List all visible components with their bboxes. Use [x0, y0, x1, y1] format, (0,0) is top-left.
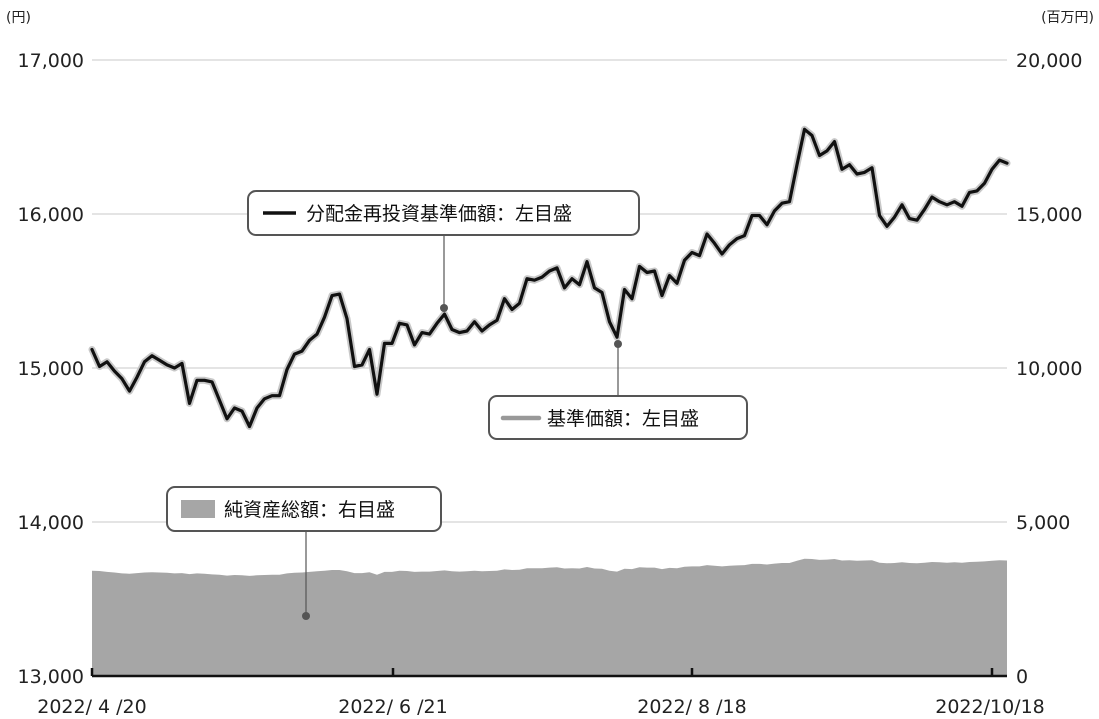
gridlines: [92, 59, 1007, 523]
legend-callout-nav: 基準価額：左目盛: [488, 340, 748, 440]
legend-label: 純資産総額：右目盛: [224, 499, 395, 521]
x-tick-label: 2022/10/18: [935, 696, 1045, 718]
legend-callout-net-assets: 純資産総額：右目盛: [166, 486, 442, 620]
callout-dot: [440, 304, 448, 312]
legend-callout-reinvested: 分配金再投資基準価額：左目盛: [247, 190, 640, 312]
left-axis-unit: (円): [6, 10, 31, 26]
left-axis: 13,000 14,000 15,000 16,000 17,000: [18, 50, 84, 688]
callout-box: [488, 395, 748, 440]
legend-label: 分配金再投資基準価額：左目盛: [306, 203, 572, 225]
callout-dot: [302, 612, 310, 620]
left-tick-label: 16,000: [18, 204, 84, 226]
series-line-reinvested: [90, 127, 1009, 429]
left-tick-label: 17,000: [18, 50, 84, 72]
left-tick-label: 14,000: [18, 512, 84, 534]
right-tick-label: 0: [1016, 666, 1028, 688]
legend-swatch-box: [181, 500, 215, 518]
callout-box: [166, 486, 442, 532]
x-axis-ticks: [90, 668, 994, 676]
series-line-reinvested-halo: [88, 125, 1011, 430]
right-tick-label: 10,000: [1016, 358, 1082, 380]
series-area-net-assets: [92, 558, 1007, 676]
x-tick-label: 2022/ 8 /18: [637, 696, 747, 718]
right-tick-label: 15,000: [1016, 204, 1082, 226]
right-axis-unit: (百万円): [1041, 10, 1094, 26]
right-tick-label: 5,000: [1016, 512, 1070, 534]
callout-box: [247, 190, 640, 236]
right-axis: 0 5,000 10,000 15,000 20,000: [1016, 50, 1082, 688]
x-axis-labels: 2022/ 4 /20 2022/ 6 /21 2022/ 8 /18 2022…: [37, 696, 1045, 718]
legend-label: 基準価額：左目盛: [547, 408, 699, 430]
callout-dot: [614, 340, 622, 348]
x-tick-label: 2022/ 6 /21: [338, 696, 448, 718]
x-tick-label: 2022/ 4 /20: [37, 696, 147, 718]
left-tick-label: 15,000: [18, 358, 84, 380]
left-tick-label: 13,000: [18, 666, 84, 688]
right-tick-label: 20,000: [1016, 50, 1082, 72]
